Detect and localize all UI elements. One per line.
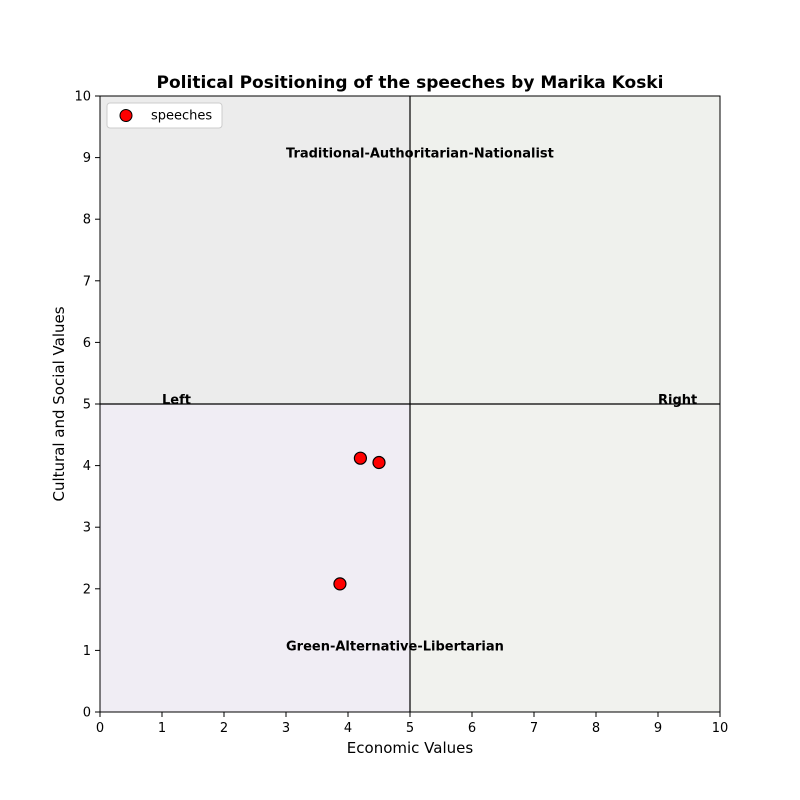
x-tick-label: 5	[406, 721, 414, 736]
chart-title: Political Positioning of the speeches by…	[157, 73, 664, 93]
data-point	[353, 451, 367, 465]
y-tick-label: 6	[83, 336, 91, 351]
y-axis-ticks: 0 1 2 3 4 5 6 7 8 9 10	[74, 90, 100, 721]
x-tick-label: 0	[96, 721, 104, 736]
x-tick-label: 1	[158, 721, 166, 736]
quadrant-top-right	[410, 96, 720, 404]
x-tick-label: 7	[530, 721, 538, 736]
quadrant-bottom-left	[100, 404, 410, 712]
quadrant-top-left	[100, 96, 410, 404]
x-tick-label: 10	[712, 721, 729, 736]
quadrant-annotation: Left	[162, 393, 191, 408]
quadrant-annotation: Right	[658, 393, 697, 408]
x-tick-label: 4	[344, 721, 352, 736]
y-tick-label: 4	[83, 459, 91, 474]
quadrant-backgrounds	[100, 96, 720, 712]
legend-marker	[119, 109, 133, 122]
quadrant-annotations: Traditional-Authoritarian-Nationalist Gre…	[162, 147, 697, 655]
y-tick-label: 0	[83, 706, 91, 721]
y-axis-label: Cultural and Social Values	[50, 306, 68, 501]
legend: speeches	[106, 102, 223, 129]
y-tick-label: 8	[83, 213, 91, 228]
x-tick-label: 2	[220, 721, 228, 736]
x-tick-label: 8	[592, 721, 600, 736]
quadrant-annotation: Green-Alternative-Libertarian	[286, 639, 504, 654]
y-tick-label: 3	[83, 521, 91, 536]
reference-lines	[100, 96, 720, 712]
x-axis-label: Economic Values	[347, 739, 474, 757]
y-tick-label: 10	[74, 90, 91, 105]
y-tick-label: 7	[83, 274, 91, 289]
x-tick-label: 9	[654, 721, 662, 736]
data-point	[333, 577, 347, 591]
y-tick-label: 9	[83, 151, 91, 166]
y-tick-label: 2	[83, 582, 91, 597]
x-tick-label: 6	[468, 721, 476, 736]
legend-label: speeches	[151, 109, 212, 124]
data-points	[333, 451, 386, 591]
x-axis-ticks: 0 1 2 3 4 5 6 7 8 9 10	[96, 712, 728, 736]
quadrant-bottom-right	[410, 404, 720, 712]
quadrant-annotation: Traditional-Authoritarian-Nationalist	[286, 147, 554, 162]
x-tick-label: 3	[282, 721, 290, 736]
data-point	[372, 455, 386, 470]
legend-box	[106, 102, 223, 129]
y-tick-label: 5	[83, 398, 91, 413]
y-tick-label: 1	[83, 644, 91, 659]
